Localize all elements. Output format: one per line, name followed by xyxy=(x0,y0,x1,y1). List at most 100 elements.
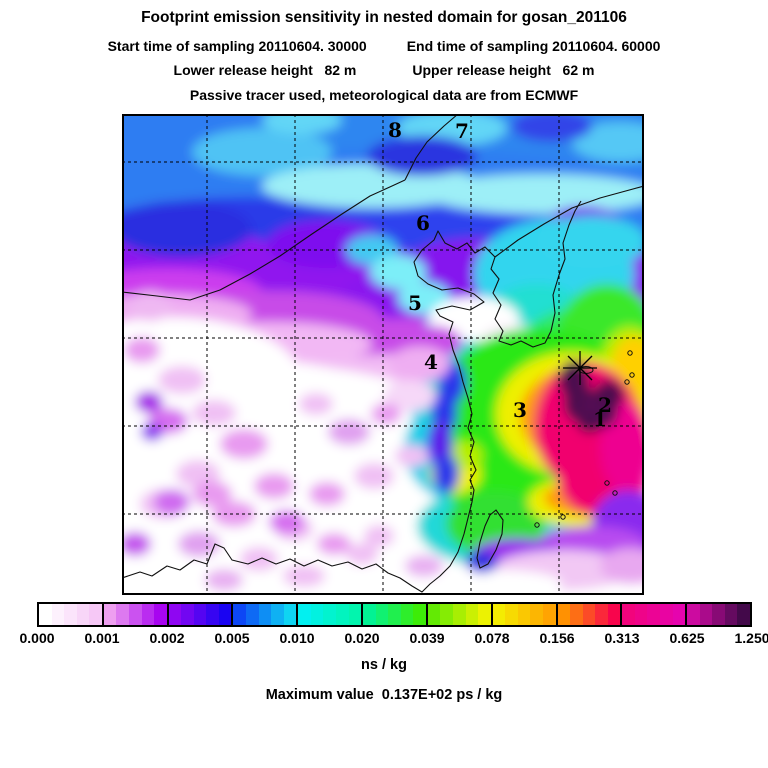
trajectory-label: 7 xyxy=(455,119,469,143)
colorbar-block xyxy=(555,604,621,625)
field-blob xyxy=(600,548,644,584)
small-island xyxy=(612,490,618,496)
colorbar-cell xyxy=(660,604,673,625)
colorbar-block xyxy=(425,604,491,625)
small-island xyxy=(560,514,566,520)
field-blob xyxy=(433,454,459,494)
field-blob xyxy=(371,403,401,425)
colorbar-cell xyxy=(206,604,219,625)
colorbar-cell xyxy=(218,604,232,625)
field-blob xyxy=(262,114,342,134)
field-blob xyxy=(367,136,477,176)
colorbar-cell xyxy=(388,604,401,625)
trajectory-label: 3 xyxy=(513,398,527,422)
field-blob xyxy=(269,510,305,534)
coastline-path xyxy=(476,509,504,569)
trajectory-label: 1 xyxy=(593,407,607,431)
colorbar-tick-label: 0.010 xyxy=(279,630,315,646)
colorbar-cell xyxy=(335,604,349,625)
colorbar-cell xyxy=(103,604,117,625)
trajectory-label: 5 xyxy=(408,291,422,315)
colorbar-cell xyxy=(64,604,77,625)
colorbar-cell xyxy=(363,604,376,625)
end-time-label: End time of sampling 20110604. 60000 xyxy=(406,38,661,54)
field-blob xyxy=(537,216,644,268)
colorbar-block xyxy=(166,604,232,625)
field-blob xyxy=(283,565,325,587)
field-blob xyxy=(309,482,345,506)
colorbar-tick-label: 1.250 xyxy=(734,630,768,646)
colorbar-cell xyxy=(246,604,259,625)
colorbar-block xyxy=(296,604,362,625)
colorbar-cell xyxy=(607,604,621,625)
coastline-path xyxy=(121,200,582,593)
colorbar-cell xyxy=(76,604,90,625)
field-blob xyxy=(124,337,160,363)
colorbar-cell xyxy=(517,604,531,625)
colorbar-tick-label: 0.005 xyxy=(214,630,250,646)
colorbar-cell xyxy=(400,604,414,625)
colorbar-cell xyxy=(542,604,556,625)
field-blob xyxy=(577,411,603,433)
colorbar-block xyxy=(685,604,750,625)
field-blob xyxy=(158,366,206,394)
colorbar-block xyxy=(101,604,167,625)
colorbar-cell xyxy=(141,604,155,625)
colorbar-cell xyxy=(622,604,635,625)
field-blob xyxy=(395,445,429,467)
field-blob xyxy=(346,543,378,565)
colorbar-cell xyxy=(647,604,660,625)
colorbar-cell xyxy=(465,604,479,625)
field-blob xyxy=(176,460,220,488)
field-blob xyxy=(192,400,236,426)
colorbar-tick-labels: 0.000 0.001 0.002 0.005 0.010 0.020 0.039 0.078… xyxy=(0,630,768,650)
field-blob xyxy=(254,473,294,499)
colorbar-cell xyxy=(478,604,491,625)
colorbar-cell xyxy=(233,604,246,625)
field-blob xyxy=(442,570,562,595)
field-blob xyxy=(128,291,172,321)
field-blob xyxy=(299,393,333,415)
field-blob xyxy=(220,429,268,459)
footprint-map-svg: 12 3 4 5 6 7 8 xyxy=(121,113,645,595)
field-blob xyxy=(192,481,232,507)
lower-height-label: Lower release height 82 m xyxy=(173,62,357,78)
colorbar-cell xyxy=(687,604,700,625)
grid-lines xyxy=(122,114,644,595)
small-island xyxy=(534,522,540,528)
field-blob xyxy=(405,555,443,577)
colorbar-cell xyxy=(440,604,453,625)
colorbar-cell xyxy=(634,604,648,625)
field-blob xyxy=(354,463,394,489)
field-blob xyxy=(390,346,450,382)
coastline-path xyxy=(494,185,645,258)
field-blob xyxy=(328,419,370,445)
field-blob xyxy=(178,531,220,557)
coastline-path xyxy=(121,179,406,301)
sampling-time-row: Start time of sampling 20110604. 30000 E… xyxy=(0,38,768,54)
colorbar-cell xyxy=(737,604,750,625)
small-island xyxy=(627,350,633,356)
field-blob xyxy=(122,201,252,257)
colorbar-cell xyxy=(116,604,129,625)
trajectory-label: 2 xyxy=(598,393,612,417)
field-blob xyxy=(122,532,151,556)
field-blob xyxy=(364,525,394,547)
colorbar-cell xyxy=(154,604,167,625)
colorbar xyxy=(37,602,752,627)
colorbar-block xyxy=(490,604,556,625)
colorbar-cell xyxy=(724,604,738,625)
colorbar-cell xyxy=(168,604,182,625)
colorbar-tick-label: 0.001 xyxy=(84,630,120,646)
colorbar-cell xyxy=(323,604,336,625)
station-marker xyxy=(563,351,597,385)
colorbar-tick-label: 0.000 xyxy=(19,630,55,646)
colorbar-tick-label: 0.002 xyxy=(149,630,185,646)
page-title: Footprint emission sensitivity in nested… xyxy=(141,9,627,26)
trajectory-label: 8 xyxy=(388,118,402,142)
field-blob xyxy=(370,255,426,289)
field-blob xyxy=(135,391,163,413)
colorbar-cell xyxy=(595,604,608,625)
field-blob xyxy=(212,501,256,527)
